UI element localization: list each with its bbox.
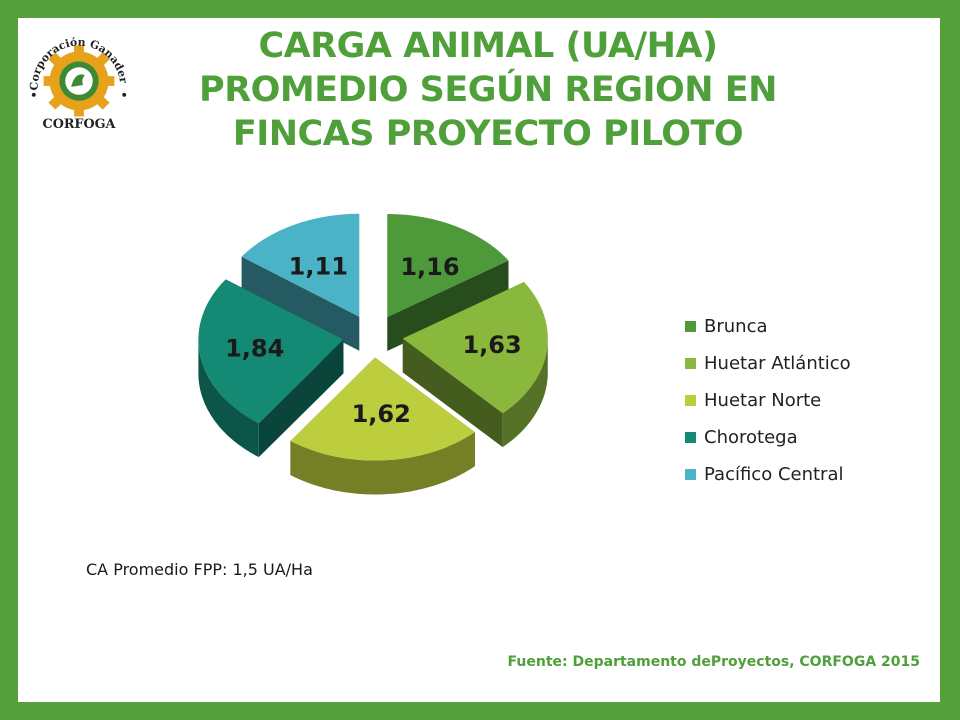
legend-item: Brunca	[685, 308, 851, 345]
source-citation: Fuente: Departamento deProyectos, CORFOG…	[507, 654, 920, 670]
legend-label: Chorotega	[704, 427, 798, 448]
pie-slice-3	[198, 279, 344, 458]
legend-item: Huetar Atlántico	[685, 345, 851, 382]
legend-item: Pacífico Central	[685, 456, 851, 493]
average-note: CA Promedio FPP: 1,5 UA/Ha	[86, 560, 313, 579]
legend-swatch	[685, 469, 696, 480]
data-label-4: 1,11	[289, 252, 348, 280]
pie-slice-1	[402, 281, 548, 448]
data-label-2: 1,62	[352, 400, 411, 428]
pie-slice-4	[241, 213, 360, 351]
legend-swatch	[685, 321, 696, 332]
svg-text:CORFOGA: CORFOGA	[43, 117, 117, 132]
data-label-0: 1,16	[400, 253, 459, 281]
corfoga-logo-icon: Corporación Ganadera CORFOGA	[20, 24, 138, 142]
data-label-3: 1,84	[225, 335, 284, 363]
chart-legend: Brunca Huetar Atlántico Huetar Norte Chorot…	[685, 308, 851, 493]
pie-slice-0	[387, 213, 509, 351]
legend-label: Pacífico Central	[704, 464, 844, 485]
legend-swatch	[685, 395, 696, 406]
page-title: CARGA ANIMAL (UA/HA) PROMEDIO SEGÚN REGI…	[199, 26, 777, 154]
legend-label: Huetar Atlántico	[704, 353, 851, 374]
gear-icon	[43, 45, 115, 117]
pie-chart: 1,16 1,63 1,62 1,84 1,11	[198, 213, 548, 495]
pie-slice-2	[290, 357, 475, 495]
legend-label: Huetar Norte	[704, 390, 822, 411]
legend-label: Brunca	[704, 316, 768, 337]
legend-item: Huetar Norte	[685, 382, 851, 419]
legend-swatch	[685, 432, 696, 443]
data-label-1: 1,63	[462, 331, 521, 359]
legend-item: Chorotega	[685, 419, 851, 456]
legend-swatch	[685, 358, 696, 369]
